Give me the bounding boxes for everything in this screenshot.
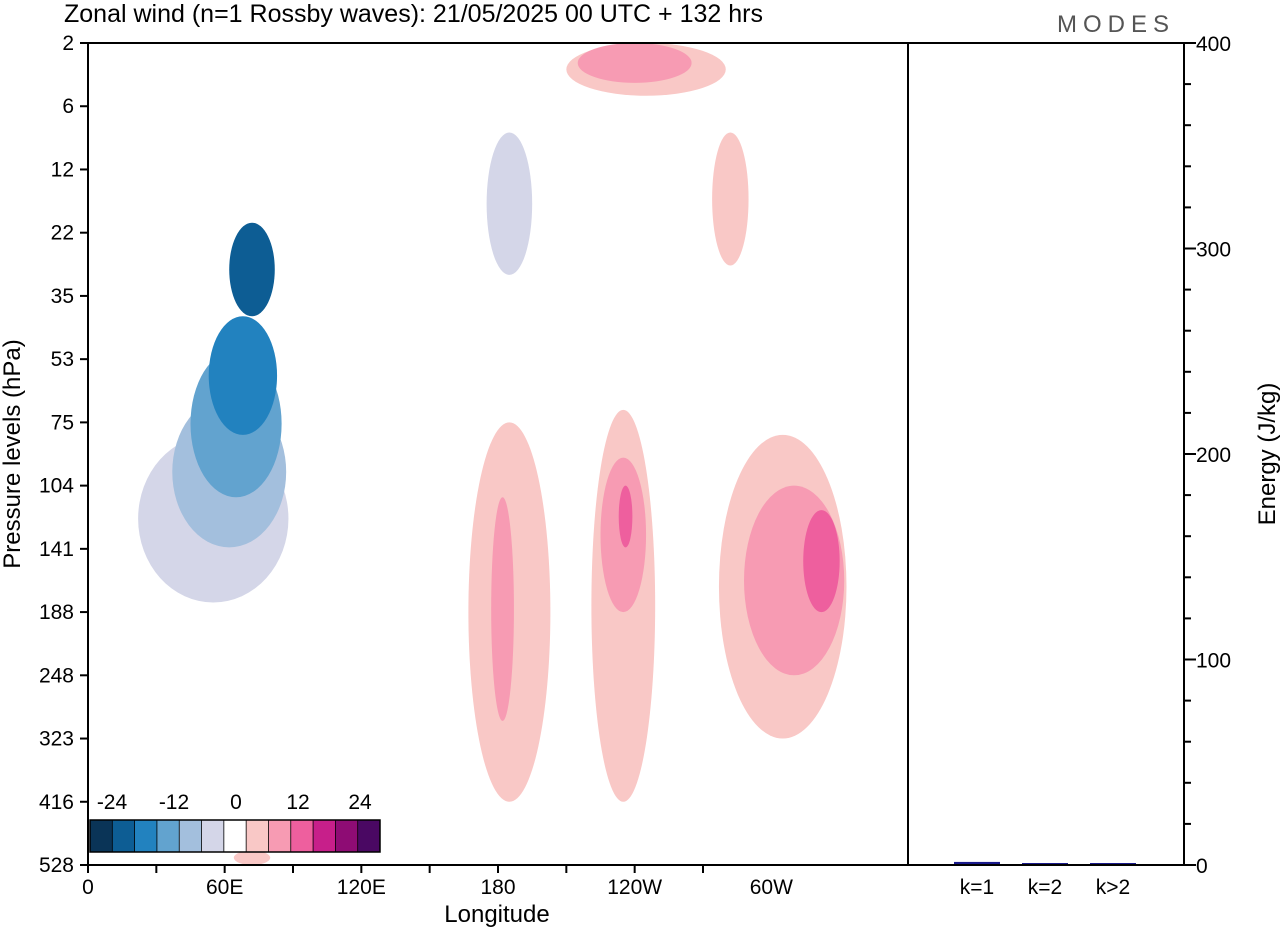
y-tick-label: 75 xyxy=(51,411,74,434)
colorbar-swatch xyxy=(357,820,381,852)
y-tick-label: 323 xyxy=(39,728,74,751)
x-tick-label: 0 xyxy=(82,876,94,899)
colorbar-swatch xyxy=(223,820,247,852)
colorbar-label: 24 xyxy=(348,791,372,814)
y-tick-label: 188 xyxy=(39,601,74,624)
contour-F-level-8 xyxy=(577,43,692,83)
plot-frame xyxy=(87,42,1185,866)
contour-E-level-12 xyxy=(803,510,840,613)
contour-layer xyxy=(138,43,847,865)
chart-title: Zonal wind (n=1 Rossby waves): 21/05/202… xyxy=(64,0,763,28)
colorbar-swatch xyxy=(335,820,359,852)
energy-bar-k=1 xyxy=(954,861,1000,865)
y-tick-label: 104 xyxy=(39,475,74,498)
x-axis-label: Longitude xyxy=(444,901,549,928)
contour-D-level-12 xyxy=(618,485,633,548)
contour-G-level-4 xyxy=(712,132,749,266)
colorbar-swatch xyxy=(112,820,136,852)
colorbar-swatch xyxy=(156,820,180,852)
contour-B-level--4 xyxy=(486,132,533,275)
y-tick-labels: 2 6 12 22 35 53 75 104 141 188 248 323 416 528 xyxy=(39,32,74,877)
colorbar-swatch xyxy=(313,820,336,852)
energy-bar-label: k=2 xyxy=(1028,876,1062,899)
y-tick-label: 141 xyxy=(39,538,74,561)
y-tick-label: 528 xyxy=(39,854,74,877)
contour-A-level--16 xyxy=(208,316,278,435)
y-tick-label: 22 xyxy=(51,222,74,245)
contour-A-level--20 xyxy=(229,222,275,317)
y-axis-label: Pressure levels (hPa) xyxy=(0,339,26,568)
y-tick-label: 6 xyxy=(62,95,74,118)
y-tick-label: 2 xyxy=(62,32,74,55)
energy-bar-label: k=1 xyxy=(960,876,994,899)
contour-C-level-8 xyxy=(491,497,514,721)
y-tick-label: 35 xyxy=(51,285,74,308)
energy-panel: 0 100 200 300 400 k=1 k=2 k>2 xyxy=(954,33,1231,899)
colorbar-swatch xyxy=(134,820,158,852)
energy-tick-label: 100 xyxy=(1196,650,1231,673)
y-tick-label: 416 xyxy=(39,791,74,814)
y-tick-label: 248 xyxy=(39,664,74,687)
x-tick-label: 120E xyxy=(337,876,386,899)
energy-tick-label: 400 xyxy=(1196,33,1231,56)
y-tick-label: 12 xyxy=(51,158,74,181)
colorbar-label: -24 xyxy=(97,791,128,814)
energy-axis-label: Energy (J/kg) xyxy=(1254,383,1280,526)
energy-tick-label: 200 xyxy=(1196,444,1231,467)
colorbar-swatch xyxy=(90,820,113,852)
colorbar-swatch xyxy=(290,820,314,852)
colorbar-label: 12 xyxy=(286,791,309,814)
ruler-overlay xyxy=(80,42,704,873)
colorbar-swatch xyxy=(268,820,292,852)
x-tick-label: 60E xyxy=(206,876,243,899)
y-tick-label: 53 xyxy=(51,348,74,371)
colorbar-label: -12 xyxy=(159,791,189,814)
colorbar-frame xyxy=(89,819,381,853)
energy-bar-label: k>2 xyxy=(1096,876,1130,899)
modes-logo: MODES xyxy=(1057,11,1175,38)
x-tick-label: 180 xyxy=(480,876,515,899)
colorbar-swatch xyxy=(201,820,225,852)
energy-tick-label: 300 xyxy=(1196,239,1231,262)
colorbar: -24 -12 0 12 24 xyxy=(89,791,381,853)
colorbar-swatch xyxy=(179,820,203,852)
x-tick-label: 120W xyxy=(607,876,662,899)
contour-H-level-4 xyxy=(233,850,271,865)
colorbar-swatch xyxy=(246,820,269,852)
x-tick-label: 60W xyxy=(750,876,793,899)
colorbar-label: 0 xyxy=(230,791,242,814)
energy-tick-label: 0 xyxy=(1196,855,1208,878)
x-tick-labels: 0 60E 120E 180 120W 60W xyxy=(82,876,793,899)
